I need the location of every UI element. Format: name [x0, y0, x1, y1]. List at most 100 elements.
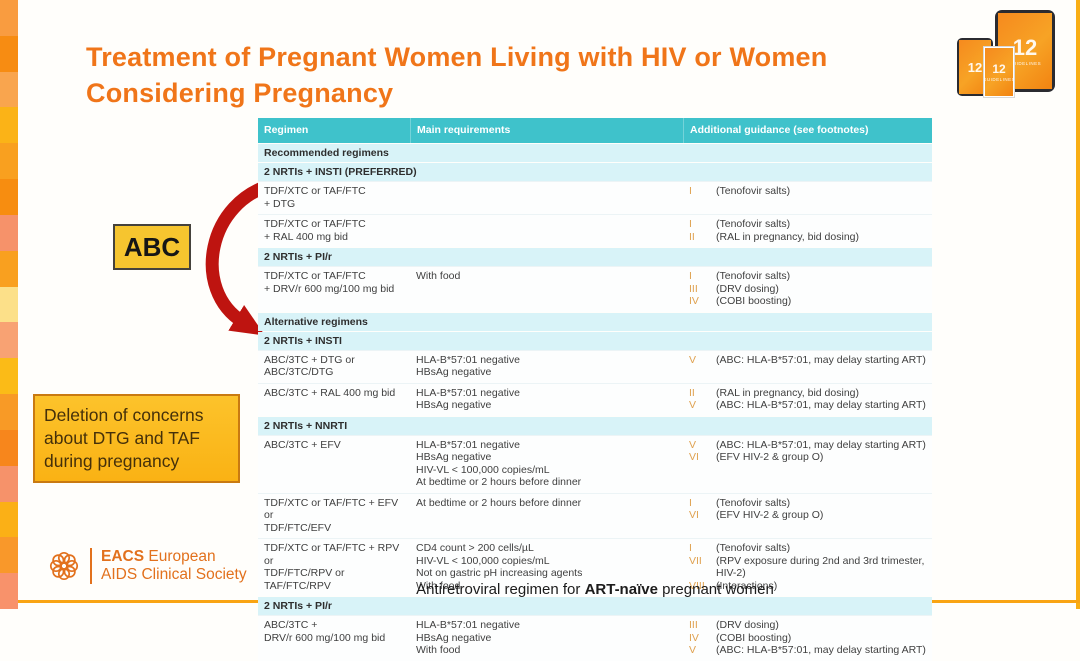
guidelines-devices-illustration: 12 GUIDELINES 12 12 GUIDELINES: [955, 6, 1065, 100]
guidance-item: III (DRV dosing): [689, 283, 926, 296]
guidance-text: (Tenofovir salts): [716, 496, 791, 509]
table-section-band: Alternative regimens: [258, 312, 932, 331]
guidance-item: VI (EFV HIV-2 & group O): [689, 509, 926, 522]
requirement-line: CD4 count > 200 cells/µL: [416, 542, 534, 554]
footnote-numeral: V: [689, 353, 697, 366]
requirements-cell: At bedtime or 2 hours before dinner: [410, 494, 683, 539]
guidance-text: (ABC: HLA-B*57:01, may delay starting AR…: [716, 399, 926, 411]
guidance-text: (Tenofovir salts): [716, 185, 791, 197]
regimen-line: TDF/FTC/EFV: [264, 521, 332, 534]
table-row: TDF/XTC or TAF/FTC + RAL 400 mg bid I (Teno…: [258, 214, 932, 247]
guidance-text: (DRV dosing): [716, 619, 779, 631]
deletion-note-box: Deletion of concerns about DTG and TAF d…: [33, 394, 240, 483]
table-rows: Recommended regimens 2 NRTIs + INSTI (PRE…: [258, 144, 932, 661]
requirement-line: With food: [416, 579, 461, 592]
logo-divider: [90, 548, 92, 584]
guidance-item: V (ABC: HLA-B*57:01, may delay starting A…: [689, 644, 926, 657]
strip-block: [0, 71, 18, 108]
table-row: ABC/3TC + RAL 400 mg bid HLA-B*57:01 nega…: [258, 382, 932, 416]
footnote-numeral: VI: [689, 509, 699, 521]
strip-block: [0, 573, 18, 610]
requirements-cell: [410, 182, 683, 214]
table-row: ABC/3TC + EFV HLA-B*57:01 negative HBsAg n…: [258, 434, 932, 493]
requirement-line: At bedtime or 2 hours before dinner: [416, 496, 582, 509]
regimen-line: DRV/r 600 mg/100 mg bid: [264, 631, 386, 644]
requirements-cell: With food: [410, 267, 683, 312]
requirements-cell: CD4 count > 200 cells/µL HIV-VL < 100,000…: [410, 539, 683, 596]
requirements-cell: HLA-B*57:01 negative HBsAg negative: [410, 384, 683, 416]
footnote-numeral: IV: [689, 295, 699, 307]
footnote-numeral: II: [689, 230, 695, 243]
logo-european: European: [144, 548, 216, 565]
regimen-cell: TDF/XTC or TAF/FTC + DRV/r 600 mg/100 mg …: [258, 267, 410, 312]
column-header-additional-guidance: Additional guidance (see footnotes): [683, 118, 932, 143]
column-header-main-requirements: Main requirements: [410, 118, 683, 143]
column-header-regimen: Regimen: [264, 124, 309, 136]
red-curved-arrow: [205, 177, 277, 336]
guidelines-label: GUIDELINES: [985, 76, 1013, 82]
footnote-numeral: I: [689, 218, 692, 230]
footnote-numeral: VI: [689, 451, 699, 463]
strip-block: [0, 465, 18, 502]
guidance-item: I (Tenofovir salts): [689, 497, 926, 510]
requirement-line: HIV-VL < 100,000 copies/mL: [416, 463, 550, 476]
booklet-icon: 12 GUIDELINES: [983, 46, 1015, 98]
table-section-band: 2 NRTIs + INSTI: [258, 331, 932, 350]
booklet-cover: 12 GUIDELINES: [985, 48, 1013, 96]
guidance-item: VI (EFV HIV-2 & group O): [689, 451, 926, 464]
regimen-line: + DTG: [264, 197, 296, 210]
table-row: ABC/3TC + DRV/r 600 mg/100 mg bid HLA-B*57…: [258, 615, 932, 661]
strip-block: [0, 143, 18, 180]
caption-prefix: Antiretroviral regimen for: [416, 581, 585, 598]
guidance-text: (COBI boosting): [716, 631, 792, 644]
guidance-cell: I (Tenofovir salts) III (DRV dosing) IV (COBI…: [683, 267, 932, 312]
footnote-numeral: V: [689, 644, 697, 656]
regimen-table: Regimen Main requirements Additional gui…: [258, 118, 932, 661]
requirement-line: With food: [416, 644, 461, 656]
strip-block: [0, 537, 18, 574]
right-accent-line: [1076, 0, 1080, 609]
logo-society: AIDS Clinical Society: [101, 566, 247, 583]
regimen-line: TDF/FTC/RPV or TAF/FTC/RPV: [264, 567, 345, 592]
guidance-text: (Tenofovir salts): [716, 218, 791, 230]
requirements-cell: HLA-B*57:01 negative HBsAg negative: [410, 351, 683, 383]
guidance-cell: V (ABC: HLA-B*57:01, may delay starting A…: [683, 351, 932, 383]
footnote-numeral: V: [689, 438, 697, 451]
guidance-cell: I (Tenofovir salts): [683, 182, 932, 214]
strip-block: [0, 286, 18, 323]
strip-block: [0, 214, 18, 251]
regimen-cell: ABC/3TC + DTG or ABC/3TC/DTG: [258, 351, 410, 383]
strip-block: [0, 394, 18, 430]
guidance-cell: V (ABC: HLA-B*57:01, may delay starting A…: [683, 436, 932, 493]
regimen-line: TDF/XTC or TAF/FTC + RPV or: [264, 542, 400, 567]
left-color-strip: [0, 0, 18, 610]
table-section-band: 2 NRTIs + INSTI (PREFERRED): [258, 163, 932, 181]
requirement-line: At bedtime or 2 hours before dinner: [416, 476, 582, 488]
table-header: Regimen Main requirements Additional gui…: [258, 118, 932, 143]
guidance-text: (ABC: HLA-B*57:01, may delay starting AR…: [716, 644, 926, 656]
table-section-band: 2 NRTIs + PI/r: [258, 597, 932, 615]
regimen-line: TDF/XTC or TAF/FTC + EFV or: [264, 496, 399, 522]
table-row: TDF/XTC or TAF/FTC + DTG I (Tenofovir salts…: [258, 181, 932, 214]
requirement-line: HLA-B*57:01 negative: [416, 619, 520, 631]
guidance-text: (ABC: HLA-B*57:01, may delay starting AR…: [716, 438, 926, 451]
guidance-text: (EFV HIV-2 & group O): [716, 509, 824, 521]
table-row: ABC/3TC + DTG or ABC/3TC/DTG HLA-B*57:01 …: [258, 349, 932, 383]
regimen-cell: ABC/3TC + DRV/r 600 mg/100 mg bid: [258, 616, 410, 661]
footnote-numeral: VIII: [689, 579, 705, 592]
guidance-item: I (Tenofovir salts): [689, 542, 926, 555]
table-row: TDF/XTC or TAF/FTC + RPV or TDF/FTC/RPV o…: [258, 538, 932, 596]
guidelines-number: 12: [992, 61, 1006, 76]
requirement-line: HBsAg negative: [416, 366, 492, 378]
requirements-cell: [410, 215, 683, 247]
guidance-cell: I (Tenofovir salts) VI (EFV HIV-2 & group O…: [683, 494, 932, 539]
strip-block: [0, 35, 18, 72]
regimen-line: TDF/XTC or TAF/FTC: [264, 270, 366, 282]
requirements-cell: HLA-B*57:01 negative HBsAg negative With f…: [410, 616, 683, 661]
guidelines-label: GUIDELINES: [1008, 60, 1042, 66]
regimen-line: ABC/3TC + DTG or ABC/3TC/DTG: [264, 353, 355, 379]
footnote-numeral: I: [689, 185, 692, 197]
requirement-line: HBsAg negative: [416, 399, 492, 411]
eacs-logo: EACS European AIDS Clinical Society: [46, 548, 247, 584]
table-section-band: 2 NRTIs + PI/r: [258, 248, 932, 266]
